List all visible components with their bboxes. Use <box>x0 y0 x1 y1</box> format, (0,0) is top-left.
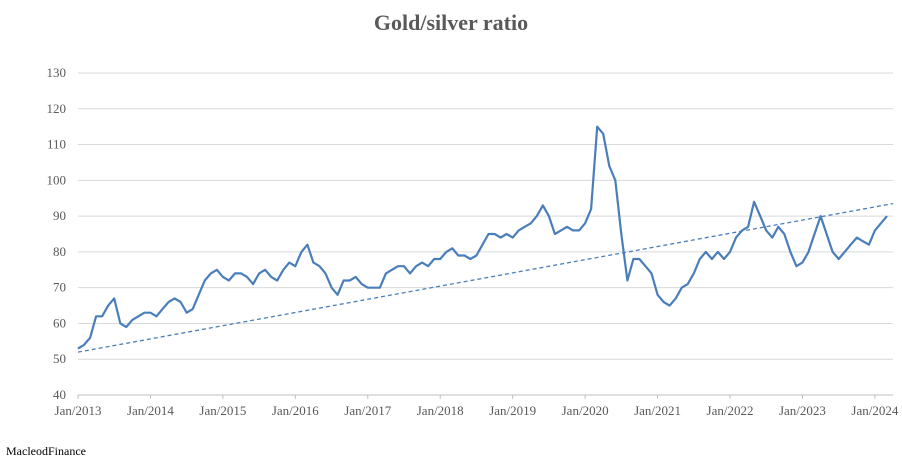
x-tick-label: Jan/2013 <box>55 403 102 418</box>
axes <box>77 394 893 399</box>
x-tick-label: Jan/2018 <box>417 403 464 418</box>
x-tick-label: Jan/2015 <box>199 403 246 418</box>
x-tick-label: Jan/2022 <box>707 403 754 418</box>
y-tick-label: 80 <box>53 244 66 259</box>
x-tick-label: Jan/2017 <box>344 403 391 418</box>
y-axis-tick-labels: 40 50 60 70 80 90 100 110 120 130 <box>47 65 67 402</box>
x-tick-label: Jan/2016 <box>272 403 319 418</box>
x-tick-label: Jan/2014 <box>127 403 174 418</box>
y-tick-label: 60 <box>53 315 66 330</box>
y-tick-label: 40 <box>53 387 66 402</box>
y-tick-label: 120 <box>47 101 67 116</box>
y-tick-label: 50 <box>53 351 66 366</box>
x-tick-label: Jan/2020 <box>562 403 609 418</box>
series-lines <box>77 125 894 353</box>
gold-silver-ratio-line <box>77 125 888 350</box>
y-tick-label: 90 <box>53 208 66 223</box>
x-tick-label: Jan/2021 <box>634 403 681 418</box>
gridlines <box>78 72 893 360</box>
y-tick-label: 70 <box>53 280 66 295</box>
source-label: MacleodFinance <box>6 444 86 458</box>
x-tick-label: Jan/2019 <box>489 403 536 418</box>
x-axis-tick-labels: Jan/2013 Jan/2014 Jan/2015 Jan/2016 Jan/2017… <box>55 403 899 418</box>
x-tick-label: Jan/2023 <box>779 403 826 418</box>
y-tick-label: 110 <box>47 137 66 152</box>
y-tick-label: 100 <box>47 172 67 187</box>
chart-title: Gold/silver ratio <box>373 10 529 35</box>
x-tick-label: Jan/2024 <box>851 403 898 418</box>
trend-line <box>77 202 894 353</box>
y-tick-label: 130 <box>47 65 67 80</box>
